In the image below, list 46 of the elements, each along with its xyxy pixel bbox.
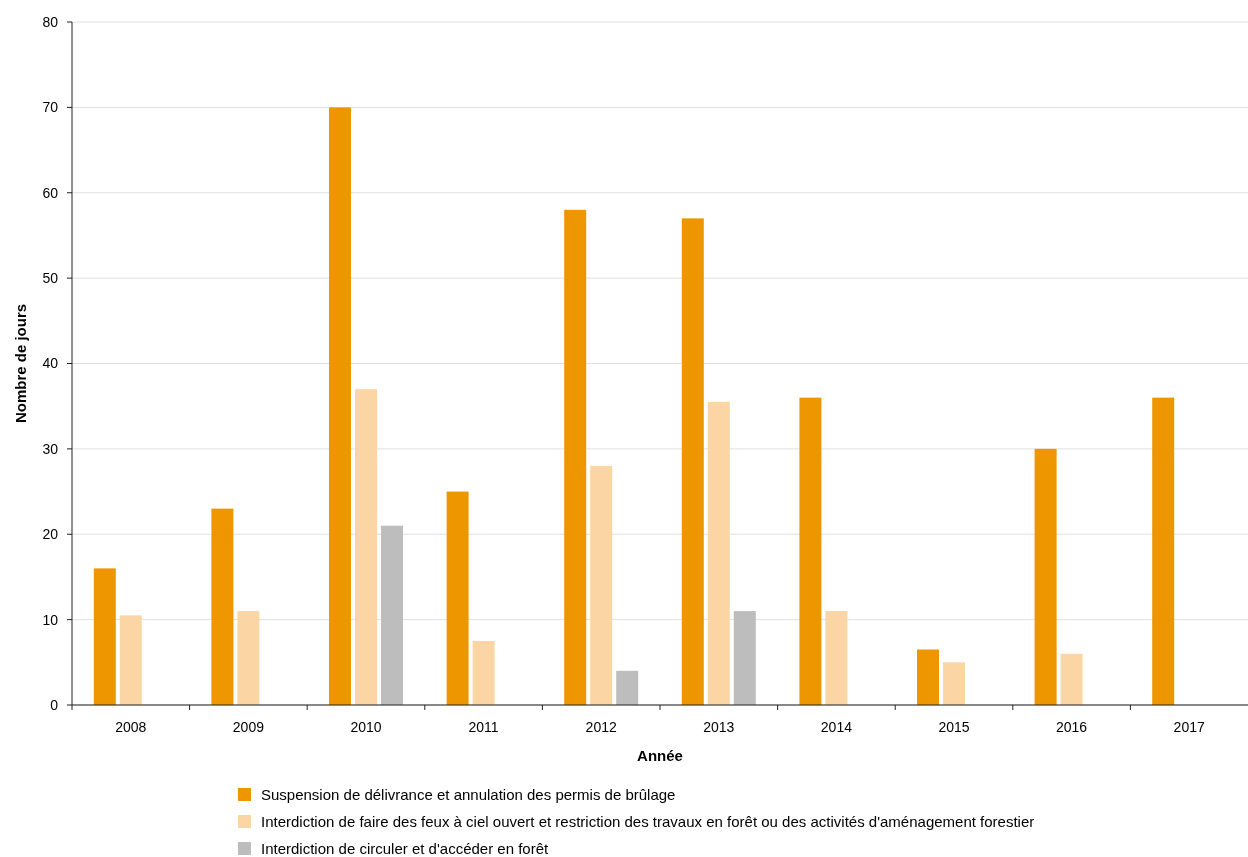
x-tick-label: 2015 bbox=[938, 719, 970, 735]
x-tick-label: 2012 bbox=[585, 719, 617, 735]
bar bbox=[825, 611, 848, 705]
bar bbox=[1152, 397, 1175, 705]
y-tick-label: 50 bbox=[42, 270, 59, 287]
y-tick-label: 10 bbox=[42, 611, 59, 628]
bar bbox=[707, 401, 730, 705]
y-axis-title: Nombre de jours bbox=[12, 303, 29, 424]
legend-label: Interdiction de circuler et d'accéder en forêt bbox=[261, 840, 550, 857]
x-tick-label: 2017 bbox=[1173, 719, 1205, 735]
bar bbox=[616, 670, 639, 705]
y-tick-label: 30 bbox=[42, 440, 59, 457]
bar bbox=[917, 649, 939, 705]
bar bbox=[119, 615, 142, 705]
bar bbox=[590, 465, 613, 705]
y-tick-label: 0 bbox=[50, 696, 59, 713]
bar bbox=[329, 107, 351, 705]
bar bbox=[1060, 653, 1083, 705]
y-tick-label: 60 bbox=[42, 184, 59, 201]
x-tick-label: 2014 bbox=[820, 719, 853, 735]
x-tick-label: 2008 bbox=[115, 719, 147, 735]
x-tick-label: 2010 bbox=[350, 719, 382, 735]
x-tick-label: 2011 bbox=[468, 719, 499, 735]
bar bbox=[381, 525, 403, 705]
bar bbox=[355, 389, 377, 705]
y-tick-label: 20 bbox=[42, 526, 59, 543]
legend-label: Suspension de délivrance et annulation des permis de brûlage bbox=[261, 786, 676, 804]
bar bbox=[564, 209, 587, 705]
x-axis-title: Année bbox=[637, 747, 683, 764]
bar bbox=[799, 397, 822, 705]
x-tick-label: 2016 bbox=[1056, 719, 1088, 735]
bar bbox=[446, 491, 469, 705]
y-tick-label: 80 bbox=[42, 13, 59, 30]
legend-label: Interdiction de faire des feux à ciel ouvert et restriction des travaux en forêt ou des activités d'aménagement forestier bbox=[261, 813, 1035, 831]
bar bbox=[237, 611, 260, 705]
x-tick-label: 2009 bbox=[232, 719, 265, 735]
bar bbox=[943, 662, 965, 705]
bar bbox=[93, 568, 116, 705]
bar bbox=[472, 640, 495, 705]
bar bbox=[211, 508, 234, 705]
y-tick-label: 70 bbox=[42, 99, 59, 116]
bar bbox=[733, 611, 756, 705]
bar bbox=[1034, 448, 1057, 705]
bar bbox=[681, 218, 704, 705]
y-tick-label: 40 bbox=[42, 355, 59, 372]
x-tick-label: 2013 bbox=[703, 719, 735, 735]
